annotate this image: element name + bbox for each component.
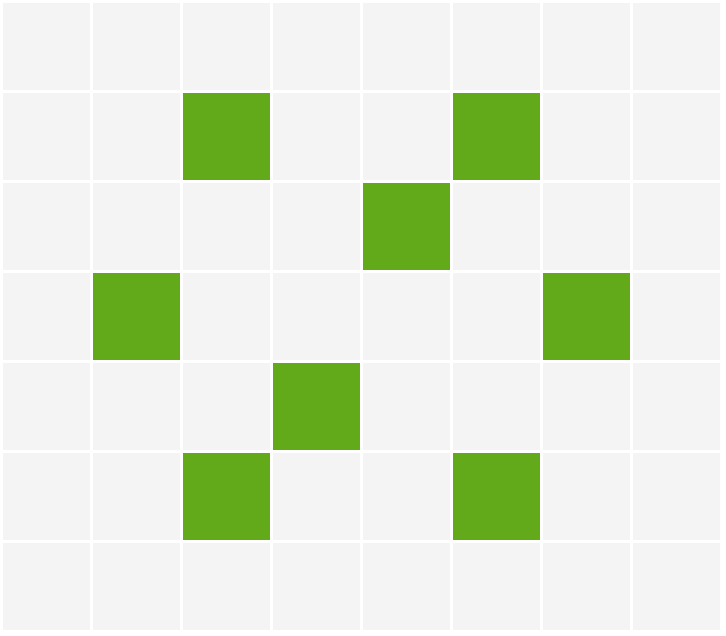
grid-cell-empty[interactable]	[633, 3, 720, 90]
grid-cell-empty[interactable]	[543, 3, 630, 90]
grid-cell-filled[interactable]	[453, 453, 540, 540]
grid-cell-filled[interactable]	[363, 183, 450, 270]
grid-cell-filled[interactable]	[183, 453, 270, 540]
grid-cell-empty[interactable]	[543, 363, 630, 450]
grid-cell-empty[interactable]	[633, 363, 720, 450]
grid-cell-empty[interactable]	[273, 273, 360, 360]
grid-cell-empty[interactable]	[363, 543, 450, 630]
grid-cell-empty[interactable]	[453, 363, 540, 450]
grid-cell-filled[interactable]	[93, 273, 180, 360]
grid-cell-empty[interactable]	[633, 93, 720, 180]
grid-cell-empty[interactable]	[363, 273, 450, 360]
grid-cell-empty[interactable]	[93, 453, 180, 540]
grid-cell-empty[interactable]	[3, 363, 90, 450]
grid-cell-empty[interactable]	[633, 273, 720, 360]
grid-cell-empty[interactable]	[453, 273, 540, 360]
grid-cell-empty[interactable]	[183, 183, 270, 270]
grid-cell-empty[interactable]	[453, 543, 540, 630]
grid-cell-empty[interactable]	[633, 543, 720, 630]
grid-cell-empty[interactable]	[543, 543, 630, 630]
grid-cell-empty[interactable]	[3, 3, 90, 90]
grid-cell-empty[interactable]	[93, 93, 180, 180]
grid-cell-empty[interactable]	[3, 183, 90, 270]
grid-cell-empty[interactable]	[273, 183, 360, 270]
grid-cell-empty[interactable]	[93, 3, 180, 90]
grid-cell-empty[interactable]	[3, 543, 90, 630]
grid-cell-empty[interactable]	[543, 183, 630, 270]
grid-cell-empty[interactable]	[183, 3, 270, 90]
grid-cell-filled[interactable]	[183, 93, 270, 180]
grid-cell-empty[interactable]	[273, 3, 360, 90]
grid-cell-empty[interactable]	[633, 183, 720, 270]
grid-cell-empty[interactable]	[363, 3, 450, 90]
grid-cell-empty[interactable]	[93, 543, 180, 630]
grid-cell-empty[interactable]	[93, 183, 180, 270]
grid-cell-empty[interactable]	[363, 453, 450, 540]
grid-cell-empty[interactable]	[273, 543, 360, 630]
grid-cell-empty[interactable]	[633, 453, 720, 540]
grid-cell-empty[interactable]	[363, 363, 450, 450]
grid-cell-empty[interactable]	[3, 273, 90, 360]
grid-cell-filled[interactable]	[453, 93, 540, 180]
grid-cell-empty[interactable]	[543, 93, 630, 180]
grid-cell-empty[interactable]	[543, 453, 630, 540]
grid-cell-empty[interactable]	[183, 363, 270, 450]
grid-cell-filled[interactable]	[543, 273, 630, 360]
grid-cell-empty[interactable]	[453, 183, 540, 270]
grid-cell-empty[interactable]	[453, 3, 540, 90]
grid-cell-empty[interactable]	[3, 93, 90, 180]
grid-cell-filled[interactable]	[273, 363, 360, 450]
grid-cell-empty[interactable]	[273, 93, 360, 180]
grid-cell-empty[interactable]	[183, 543, 270, 630]
grid-cell-empty[interactable]	[183, 273, 270, 360]
grid-cell-empty[interactable]	[363, 93, 450, 180]
grid-cell-empty[interactable]	[93, 363, 180, 450]
grid-cell-empty[interactable]	[3, 453, 90, 540]
grid-cell-empty[interactable]	[273, 453, 360, 540]
